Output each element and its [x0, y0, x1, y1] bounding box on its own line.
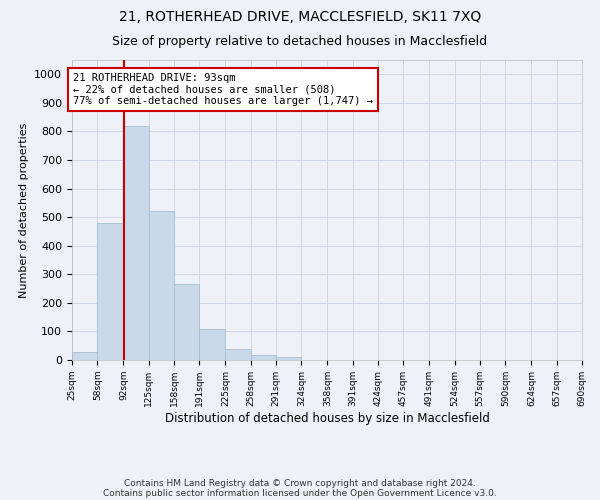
Text: Contains public sector information licensed under the Open Government Licence v3: Contains public sector information licen… [103, 488, 497, 498]
Text: 21, ROTHERHEAD DRIVE, MACCLESFIELD, SK11 7XQ: 21, ROTHERHEAD DRIVE, MACCLESFIELD, SK11… [119, 10, 481, 24]
Text: 21 ROTHERHEAD DRIVE: 93sqm
← 22% of detached houses are smaller (508)
77% of sem: 21 ROTHERHEAD DRIVE: 93sqm ← 22% of deta… [73, 73, 373, 106]
Bar [149, 212, 174, 360]
Bar [72, 352, 97, 360]
Bar [199, 328, 226, 360]
Bar [251, 355, 276, 360]
Bar [124, 126, 149, 360]
X-axis label: Distribution of detached houses by size in Macclesfield: Distribution of detached houses by size … [164, 412, 490, 424]
Text: Size of property relative to detached houses in Macclesfield: Size of property relative to detached ho… [112, 35, 488, 48]
Text: Contains HM Land Registry data © Crown copyright and database right 2024.: Contains HM Land Registry data © Crown c… [124, 478, 476, 488]
Bar [276, 358, 301, 360]
Bar [174, 284, 199, 360]
Bar [97, 223, 124, 360]
Bar [226, 350, 251, 360]
Y-axis label: Number of detached properties: Number of detached properties [19, 122, 29, 298]
